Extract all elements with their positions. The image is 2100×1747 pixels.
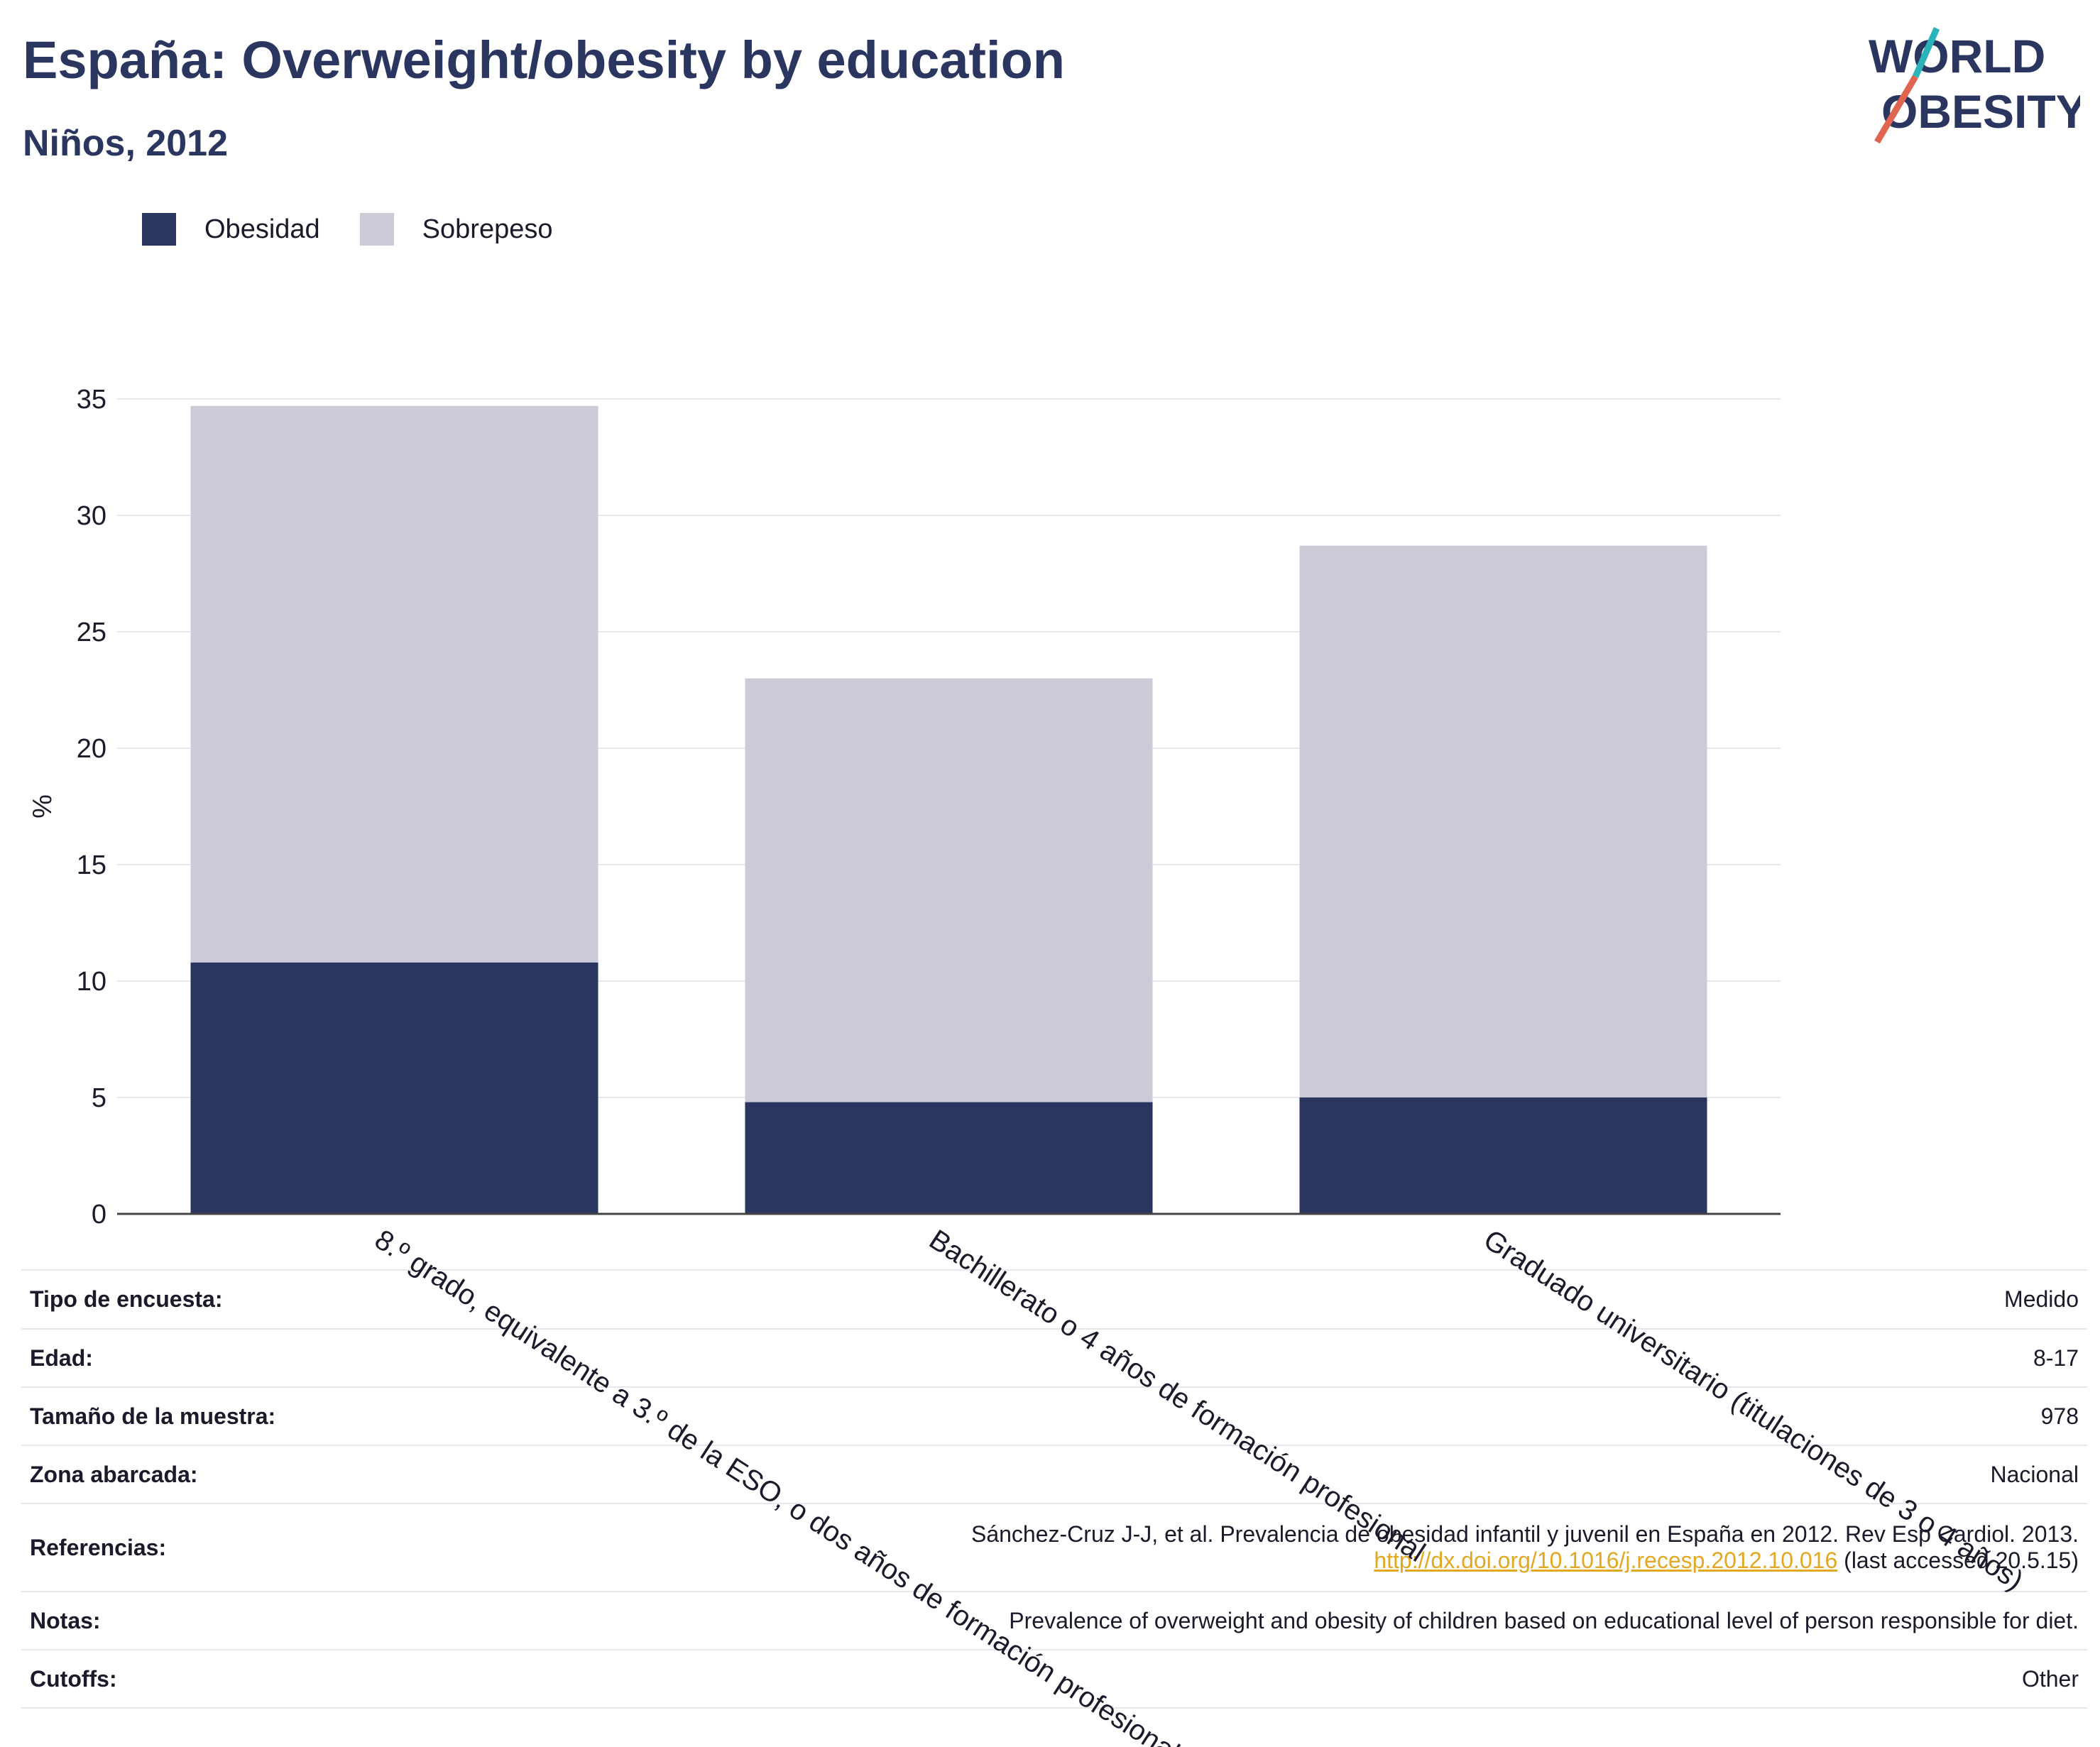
logo-accent-teal	[1912, 27, 1940, 78]
info-row-edad: Edad: 8-17	[21, 1329, 2087, 1388]
y-tick-label: 5	[92, 1083, 106, 1113]
legend-label-sobrepeso: Sobrepeso	[422, 214, 553, 244]
chart-legend: Obesidad Sobrepeso	[142, 213, 592, 246]
bar-obesidad-1[interactable]	[745, 1102, 1153, 1214]
bar-sobrepeso-1[interactable]	[745, 678, 1153, 1102]
y-axis-label: %	[28, 794, 58, 818]
legend-swatch-sobrepeso	[359, 213, 394, 246]
bar-obesidad-0[interactable]	[190, 962, 598, 1214]
info-key: Referencias:	[21, 1504, 413, 1592]
y-tick-label: 15	[77, 850, 106, 880]
info-row-zona: Zona abarcada: Nacional	[21, 1445, 2087, 1504]
legend-swatch-obesidad	[142, 213, 176, 246]
info-value: 8-17	[412, 1329, 2087, 1388]
reference-accessed: (last accessed 20.5.15)	[1837, 1548, 2079, 1573]
info-value: Nacional	[412, 1445, 2087, 1504]
logo-accent-red	[1874, 75, 1918, 144]
info-value: Other	[412, 1650, 2087, 1709]
y-tick-label: 35	[77, 385, 106, 415]
info-value: Prevalence of overweight and obesity of …	[412, 1592, 2087, 1650]
y-tick-label: 20	[77, 734, 106, 764]
page-title: España: Overweight/obesity by education	[23, 31, 1066, 89]
y-tick-label: 30	[77, 501, 106, 531]
info-key: Edad:	[21, 1329, 413, 1388]
info-row-referencias: Referencias: Sánchez-Cruz J-J, et al. Pr…	[21, 1504, 2087, 1592]
bar-obesidad-2[interactable]	[1299, 1097, 1707, 1214]
y-tick-label: 25	[77, 618, 106, 647]
logo-line1: WORLD	[1869, 30, 2045, 82]
info-key: Cutoffs:	[21, 1650, 413, 1709]
reference-link-line: http://dx.doi.org/10.1016/j.recesp.2012.…	[421, 1548, 2079, 1574]
reference-text: Sánchez-Cruz J-J, et al. Prevalencia de …	[970, 1521, 2079, 1547]
info-key: Zona abarcada:	[21, 1445, 413, 1504]
page-subtitle: Niños, 2012	[23, 123, 229, 164]
bar-sobrepeso-2[interactable]	[1299, 545, 1707, 1097]
y-tick-label: 0	[92, 1200, 106, 1230]
bar-sobrepeso-0[interactable]	[190, 405, 598, 963]
info-key: Tipo de encuesta:	[21, 1271, 413, 1330]
logo-line2: OBESITY	[1881, 85, 2080, 138]
info-value: 978	[412, 1387, 2087, 1446]
info-row-notas: Notas: Prevalence of overweight and obes…	[21, 1592, 2087, 1650]
legend-item-sobrepeso[interactable]: Sobrepeso	[359, 213, 553, 246]
world-obesity-logo[interactable]: WORLD OBESITY	[1860, 21, 2080, 149]
survey-info-table: Tipo de encuesta: Medido Edad: 8-17 Tama…	[21, 1271, 2087, 1709]
info-value: Sánchez-Cruz J-J, et al. Prevalencia de …	[412, 1504, 2087, 1592]
y-tick-label: 10	[77, 967, 106, 997]
info-key: Notas:	[21, 1592, 413, 1650]
reference-link[interactable]: http://dx.doi.org/10.1016/j.recesp.2012.…	[1374, 1548, 1838, 1573]
info-row-cutoffs: Cutoffs: Other	[21, 1650, 2087, 1709]
info-key: Tamaño de la muestra:	[21, 1387, 413, 1446]
table-top-rule	[21, 1269, 2087, 1271]
info-row-muestra: Tamaño de la muestra: 978	[21, 1387, 2087, 1446]
info-value: Medido	[412, 1271, 2087, 1330]
bar-chart: 0 5 10 15 20 25 30 35%	[28, 385, 1781, 1230]
legend-item-obesidad[interactable]: Obesidad	[142, 213, 320, 246]
info-row-tipo: Tipo de encuesta: Medido	[21, 1271, 2087, 1330]
legend-label-obesidad: Obesidad	[204, 214, 320, 244]
